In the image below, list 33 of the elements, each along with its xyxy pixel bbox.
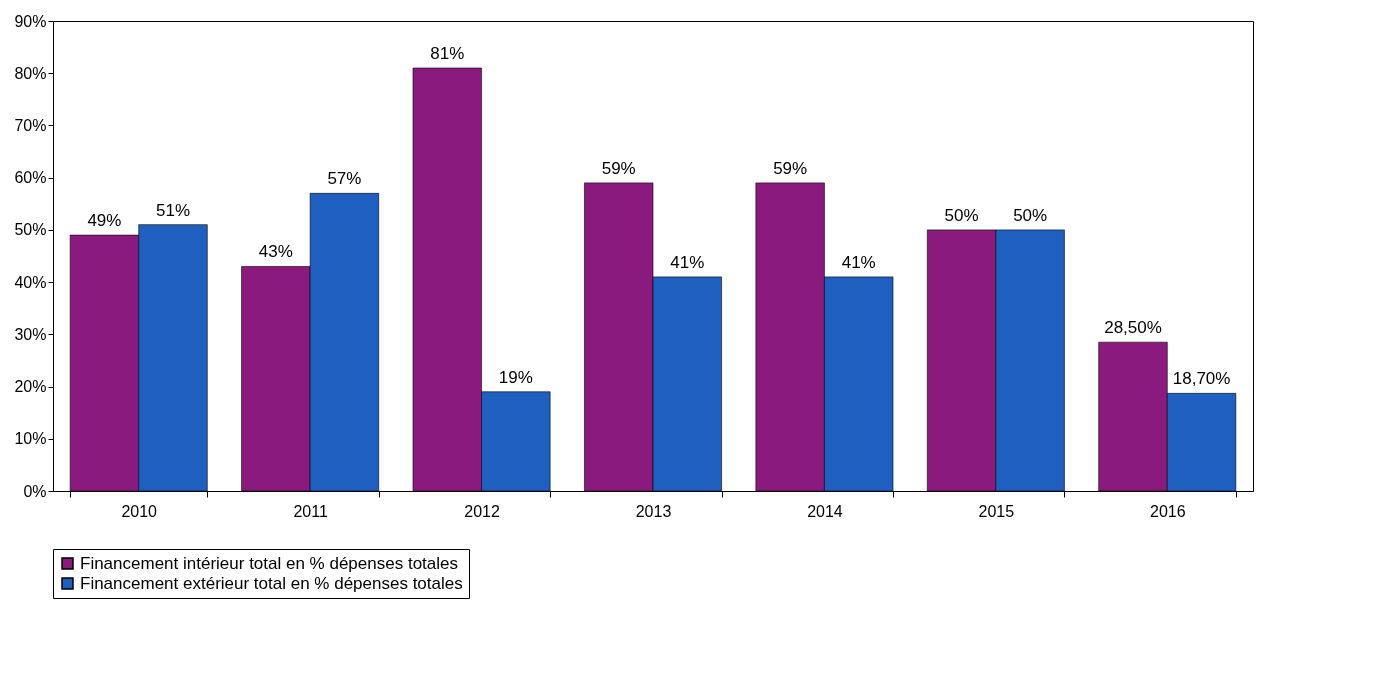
- x-tick-label: 2010: [121, 502, 158, 520]
- x-tick-label: 2012: [464, 502, 500, 520]
- data-label: 18,70%: [1172, 369, 1231, 389]
- data-label: 41%: [670, 252, 705, 272]
- x-tick-label: 2013: [635, 502, 672, 520]
- y-tick-label: 60%: [14, 169, 47, 187]
- y-tick-label: 0%: [23, 482, 47, 500]
- y-tick-label: 50%: [14, 221, 47, 239]
- y-tick-label: 70%: [14, 116, 47, 134]
- data-label: 59%: [601, 158, 636, 178]
- data-label: 28,50%: [1104, 318, 1162, 338]
- data-label: 19%: [498, 367, 533, 387]
- data-label: 59%: [773, 158, 808, 178]
- y-tick-label: 30%: [14, 325, 47, 343]
- data-label: 81%: [430, 44, 465, 63]
- y-tick-label: 40%: [14, 273, 47, 291]
- legend-label: Financement extérieur total en % dépenses totales: [80, 573, 463, 593]
- y-tick-label: 20%: [14, 378, 47, 396]
- data-label: 50%: [1013, 205, 1048, 225]
- legend-label: Financement intérieur total en % dépenses totales: [80, 553, 459, 573]
- x-tick-label: 2014: [807, 502, 843, 520]
- y-tick-label: 80%: [14, 64, 47, 82]
- data-label: 57%: [327, 169, 362, 189]
- y-tick-label: 90%: [14, 12, 47, 30]
- data-label: 41%: [841, 252, 876, 272]
- data-label: 43%: [258, 242, 293, 262]
- x-tick-label: 2011: [293, 502, 328, 520]
- data-label: 50%: [944, 205, 979, 225]
- data-label: 51%: [155, 200, 191, 220]
- x-tick-label: 2015: [978, 502, 1015, 520]
- y-tick-label: 10%: [14, 430, 47, 448]
- x-tick-label: 2016: [1149, 502, 1186, 520]
- data-label: 49%: [87, 211, 122, 231]
